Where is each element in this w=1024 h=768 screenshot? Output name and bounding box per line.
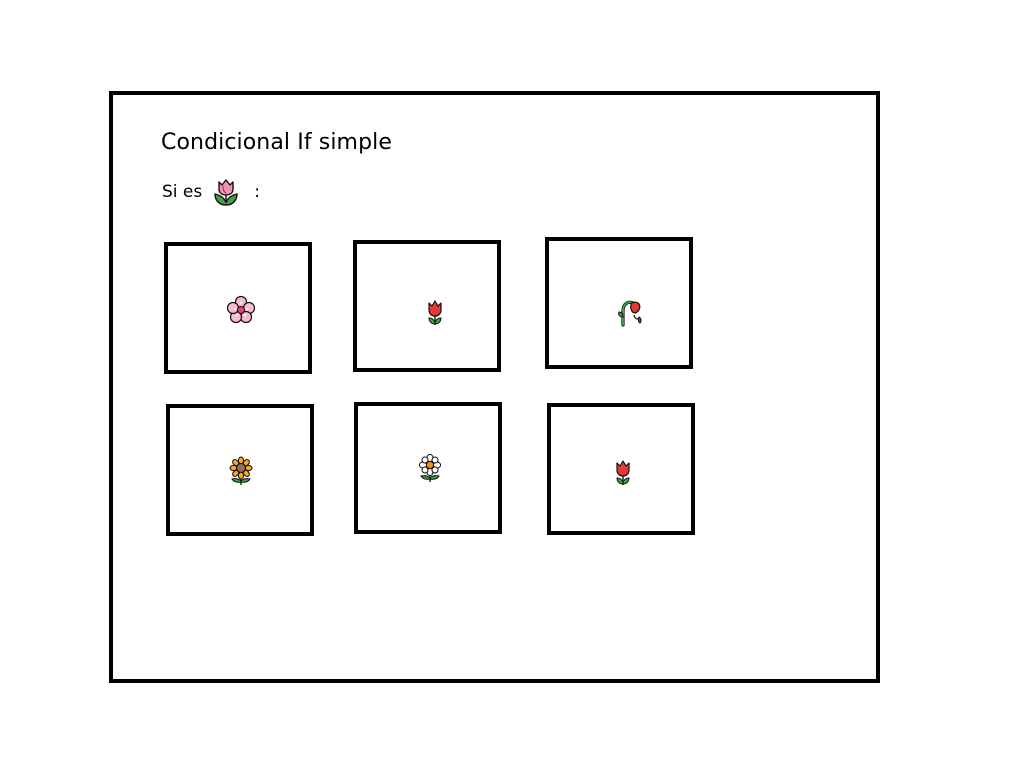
- cherry-blossom-icon: [226, 295, 256, 325]
- wilted-rose-icon: [617, 297, 647, 327]
- condition-prefix: Si es: [162, 182, 203, 202]
- option-card-4[interactable]: [166, 404, 314, 536]
- option-card-5[interactable]: [354, 402, 502, 534]
- exercise-panel: [109, 91, 880, 683]
- tulip-icon: [212, 177, 240, 207]
- option-card-1[interactable]: [164, 242, 312, 374]
- red-tulip-icon: [420, 297, 450, 327]
- white-blossom-icon: [415, 453, 445, 483]
- option-card-6[interactable]: [547, 403, 695, 535]
- red-tulip-icon: [608, 457, 638, 487]
- option-card-2[interactable]: [353, 240, 501, 372]
- condition-row: Si es :: [162, 176, 260, 208]
- option-card-3[interactable]: [545, 237, 693, 369]
- sunflower-icon: [226, 456, 256, 486]
- condition-colon: :: [254, 182, 260, 202]
- page-title: Condicional If simple: [161, 130, 392, 155]
